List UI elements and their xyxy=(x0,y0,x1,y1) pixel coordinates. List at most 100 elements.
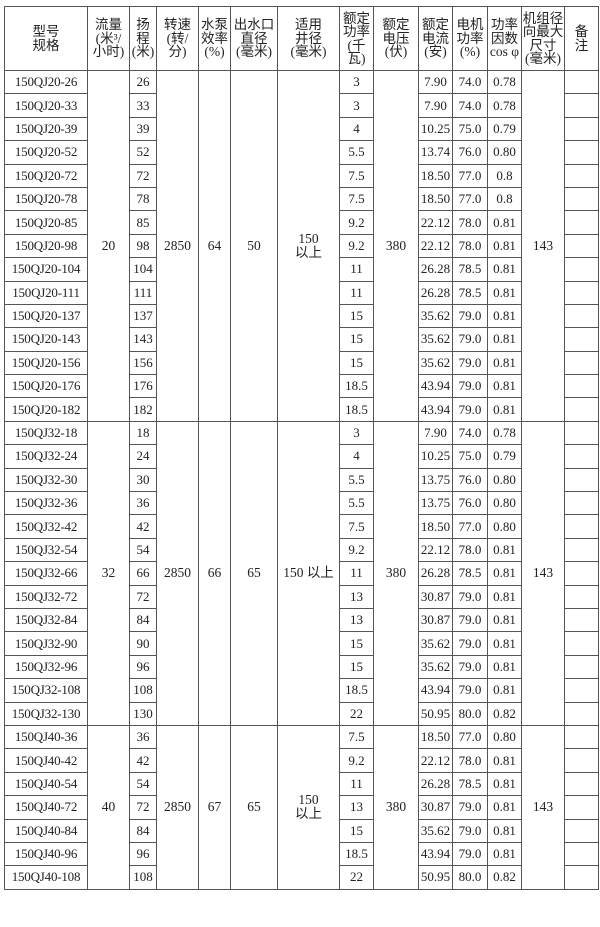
remarks-cell xyxy=(564,841,599,867)
power-factor-cell: 0.81 xyxy=(487,631,522,656)
motor-efficiency-cell: 78.5 xyxy=(452,561,488,586)
rated-power-cell: 15 xyxy=(339,327,374,352)
rated-power-cell: 18.5 xyxy=(339,374,374,399)
head-cell: 108 xyxy=(129,865,157,890)
head-cell: 130 xyxy=(129,701,157,726)
motor-efficiency-cell: 74.0 xyxy=(452,69,488,95)
remarks-cell xyxy=(564,233,599,259)
model-cell: 150QJ20-33 xyxy=(4,93,88,118)
head-cell: 52 xyxy=(129,140,157,165)
power-factor-cell: 0.82 xyxy=(487,701,522,726)
pump-efficiency-cell: 66 xyxy=(198,420,231,726)
head-cell: 84 xyxy=(129,607,157,633)
remarks-cell xyxy=(564,140,599,165)
head-cell: 42 xyxy=(129,514,157,539)
motor-efficiency-cell: 79.0 xyxy=(452,584,488,609)
table-body: 150QJ20-26 20 26 2850 64 50 150 以上 3 380 7.90 74.0… xyxy=(4,69,599,890)
power-factor-cell: 0.81 xyxy=(487,678,522,703)
table-row: 150QJ20-111 111 11 26.28 78.5 0.81 xyxy=(4,280,599,305)
power-factor-cell: 0.81 xyxy=(487,233,522,259)
power-factor-cell: 0.81 xyxy=(487,303,522,329)
rated-power-cell: 7.5 xyxy=(339,186,374,212)
motor-efficiency-cell: 79.0 xyxy=(452,841,488,867)
rated-power-cell: 9.2 xyxy=(339,233,374,259)
remarks-cell xyxy=(564,350,599,376)
table-row: 150QJ32-84 84 13 30.87 79.0 0.81 xyxy=(4,607,599,633)
table-row: 150QJ32-36 36 5.5 13.75 76.0 0.80 xyxy=(4,491,599,516)
rated-current-cell: 18.50 xyxy=(418,724,453,750)
max-radial-size-cell: 143 xyxy=(521,70,565,422)
rated-current-cell: 35.62 xyxy=(418,818,453,843)
rated-current-cell: 22.12 xyxy=(418,537,453,563)
motor-efficiency-cell: 79.0 xyxy=(452,303,488,329)
model-cell: 150QJ32-90 xyxy=(4,631,88,656)
rated-power-cell: 18.5 xyxy=(339,678,374,703)
model-cell: 150QJ40-84 xyxy=(4,818,88,843)
table-row: 150QJ20-143 143 15 35.62 79.0 0.81 xyxy=(4,327,599,352)
rated-power-cell: 9.2 xyxy=(339,748,374,773)
table-row: 150QJ20-137 137 15 35.62 79.0 0.81 xyxy=(4,303,599,329)
power-factor-cell: 0.81 xyxy=(487,654,522,680)
table-row: 150QJ40-54 54 11 26.28 78.5 0.81 xyxy=(4,771,599,797)
rpm-cell: 2850 xyxy=(156,70,199,422)
rated-current-cell: 18.50 xyxy=(418,514,453,539)
motor-efficiency-cell: 74.0 xyxy=(452,420,488,446)
table-row: 150QJ40-108 108 22 50.95 80.0 0.82 xyxy=(4,865,599,890)
model-cell: 150QJ20-156 xyxy=(4,350,88,376)
model-cell: 150QJ40-96 xyxy=(4,841,88,867)
head-cell: 72 xyxy=(129,795,157,820)
remarks-cell xyxy=(564,607,599,633)
rated-power-cell: 7.5 xyxy=(339,724,374,750)
rated-current-cell: 30.87 xyxy=(418,607,453,633)
power-factor-cell: 0.81 xyxy=(487,748,522,773)
rated-power-cell: 9.2 xyxy=(339,210,374,235)
power-factor-cell: 0.82 xyxy=(487,865,522,890)
remarks-cell xyxy=(564,584,599,609)
header-rpm: 转速 (转/ 分) xyxy=(156,6,199,71)
head-cell: 39 xyxy=(129,116,157,142)
rated-power-cell: 11 xyxy=(339,771,374,797)
motor-efficiency-cell: 74.0 xyxy=(452,93,488,118)
rated-power-cell: 7.5 xyxy=(339,514,374,539)
model-cell: 150QJ32-108 xyxy=(4,678,88,703)
head-cell: 137 xyxy=(129,303,157,329)
model-cell: 150QJ20-39 xyxy=(4,116,88,142)
remarks-cell xyxy=(564,467,599,493)
rated-current-cell: 22.12 xyxy=(418,210,453,235)
remarks-cell xyxy=(564,116,599,142)
motor-efficiency-cell: 79.0 xyxy=(452,350,488,376)
rated-current-cell: 26.28 xyxy=(418,257,453,282)
remarks-cell xyxy=(564,327,599,352)
motor-efficiency-cell: 77.0 xyxy=(452,724,488,750)
rated-power-cell: 15 xyxy=(339,350,374,376)
flow-cell: 32 xyxy=(87,420,130,726)
header-motor-efficiency: 电机 功率 (%) xyxy=(452,6,488,71)
motor-efficiency-cell: 80.0 xyxy=(452,865,488,890)
head-cell: 143 xyxy=(129,327,157,352)
model-cell: 150QJ32-18 xyxy=(4,420,88,446)
rated-current-cell: 43.94 xyxy=(418,397,453,422)
remarks-cell xyxy=(564,444,599,469)
power-factor-cell: 0.81 xyxy=(487,374,522,399)
rated-power-cell: 3 xyxy=(339,420,374,446)
header-max-radial-size: 机组径 向最大 尺寸 (毫米) xyxy=(521,6,565,71)
head-cell: 85 xyxy=(129,210,157,235)
rated-current-cell: 10.25 xyxy=(418,116,453,142)
header-well-diameter: 适用 井径 (毫米) xyxy=(277,6,340,71)
head-cell: 98 xyxy=(129,233,157,259)
motor-efficiency-cell: 79.0 xyxy=(452,678,488,703)
rated-power-cell: 15 xyxy=(339,818,374,843)
power-factor-cell: 0.81 xyxy=(487,818,522,843)
motor-efficiency-cell: 78.0 xyxy=(452,537,488,563)
table-row: 150QJ20-104 104 11 26.28 78.5 0.81 xyxy=(4,257,599,282)
table-row: 150QJ40-42 42 9.2 22.12 78.0 0.81 xyxy=(4,748,599,773)
head-cell: 96 xyxy=(129,841,157,867)
rated-power-cell: 11 xyxy=(339,280,374,305)
rated-current-cell: 35.62 xyxy=(418,303,453,329)
rated-power-cell: 3 xyxy=(339,69,374,95)
power-factor-cell: 0.80 xyxy=(487,724,522,750)
remarks-cell xyxy=(564,420,599,446)
model-cell: 150QJ32-66 xyxy=(4,561,88,586)
remarks-cell xyxy=(564,280,599,305)
pump-efficiency-cell: 67 xyxy=(198,724,231,890)
